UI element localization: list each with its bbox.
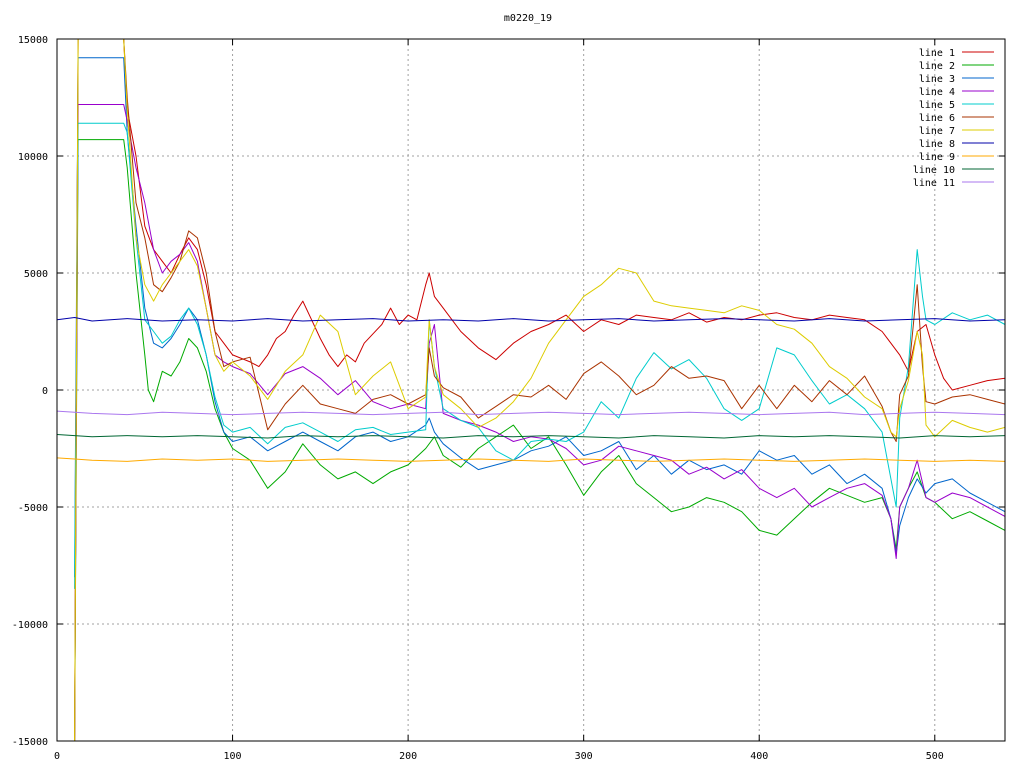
series-line-8 <box>57 317 1005 322</box>
axis-tick-labels: 0 100 200 300 400 500 -15000 -10000 -5000 0 5000 10… <box>12 35 944 762</box>
legend-label: line 9 <box>919 152 955 163</box>
legend-label: line 5 <box>919 100 955 111</box>
y-tick-label: 5000 <box>24 269 48 280</box>
chart-title: m0220_19 <box>504 13 552 24</box>
series-line-10 <box>57 434 1005 439</box>
y-tick-label: -5000 <box>18 503 48 514</box>
x-tick-label: 400 <box>750 751 768 762</box>
legend-label: line 3 <box>919 74 955 85</box>
x-tick-label: 100 <box>224 751 242 762</box>
y-tick-label: -10000 <box>12 620 48 631</box>
y-tick-label: 15000 <box>18 35 48 46</box>
x-tick-label: 500 <box>926 751 944 762</box>
y-tick-label: 10000 <box>18 152 48 163</box>
legend: line 1 line 2 line 3 line 4 line 5 line 6 line… <box>913 48 994 189</box>
series-line-7 <box>74 39 1005 741</box>
plot-frame <box>56 38 1006 742</box>
series-line-6 <box>74 39 1005 741</box>
grid-lines <box>56 38 1005 742</box>
y-tick-label: 0 <box>42 386 48 397</box>
legend-label: line 11 <box>913 178 955 189</box>
series-line-11 <box>57 410 1005 416</box>
y-tick-label: -15000 <box>12 737 48 748</box>
x-tick-label: 0 <box>54 751 60 762</box>
series-line-9 <box>57 457 1005 462</box>
series-line-4 <box>74 104 1005 741</box>
series-line-5 <box>74 122 1005 589</box>
x-tick-label: 200 <box>399 751 417 762</box>
series-line-3 <box>74 57 1005 578</box>
plot-area <box>57 39 1005 741</box>
legend-label: line 2 <box>919 61 955 72</box>
series-line-2 <box>74 139 1005 741</box>
legend-label: line 6 <box>919 113 955 124</box>
legend-label: line 4 <box>919 87 955 98</box>
series-line-1 <box>74 39 1005 741</box>
legend-label: line 7 <box>919 126 955 137</box>
legend-label: line 8 <box>919 139 955 150</box>
x-tick-label: 300 <box>575 751 593 762</box>
legend-label: line 10 <box>913 165 955 176</box>
legend-label: line 1 <box>919 48 955 59</box>
